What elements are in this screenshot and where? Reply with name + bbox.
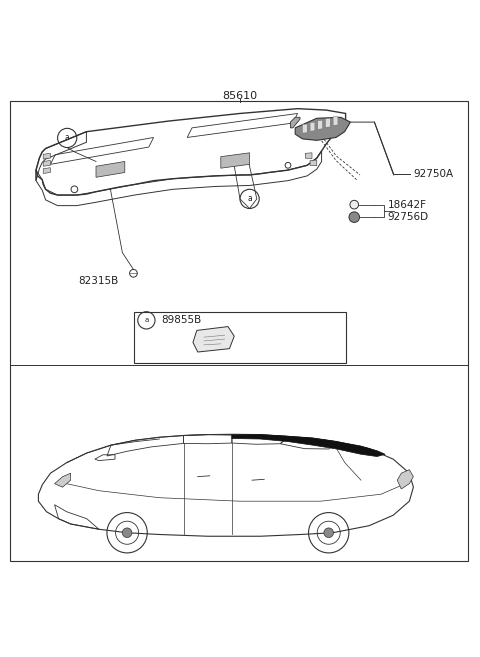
Text: 92750A: 92750A — [414, 169, 454, 179]
Circle shape — [324, 528, 334, 537]
Polygon shape — [221, 153, 250, 168]
Text: 82315B: 82315B — [78, 275, 118, 286]
Text: 92756D: 92756D — [388, 212, 429, 222]
Bar — [134, 311, 346, 363]
Polygon shape — [397, 470, 413, 489]
Polygon shape — [295, 118, 350, 141]
Polygon shape — [232, 435, 385, 457]
Circle shape — [350, 200, 359, 209]
Polygon shape — [43, 153, 50, 159]
Polygon shape — [305, 153, 312, 158]
Polygon shape — [310, 160, 317, 166]
Text: a: a — [247, 194, 252, 204]
Polygon shape — [43, 168, 50, 173]
Polygon shape — [193, 327, 234, 352]
Text: 89855B: 89855B — [161, 315, 201, 325]
Polygon shape — [43, 160, 50, 166]
Text: 85610: 85610 — [222, 91, 258, 101]
Circle shape — [122, 528, 132, 537]
Polygon shape — [325, 118, 330, 127]
Circle shape — [349, 212, 360, 223]
Polygon shape — [318, 120, 323, 129]
Text: a: a — [144, 317, 148, 323]
Text: a: a — [65, 133, 70, 143]
Polygon shape — [310, 122, 315, 131]
Polygon shape — [96, 162, 125, 177]
Polygon shape — [302, 124, 307, 133]
Polygon shape — [290, 118, 300, 128]
Polygon shape — [333, 116, 338, 125]
Polygon shape — [55, 473, 71, 487]
Text: 18642F: 18642F — [388, 200, 427, 210]
